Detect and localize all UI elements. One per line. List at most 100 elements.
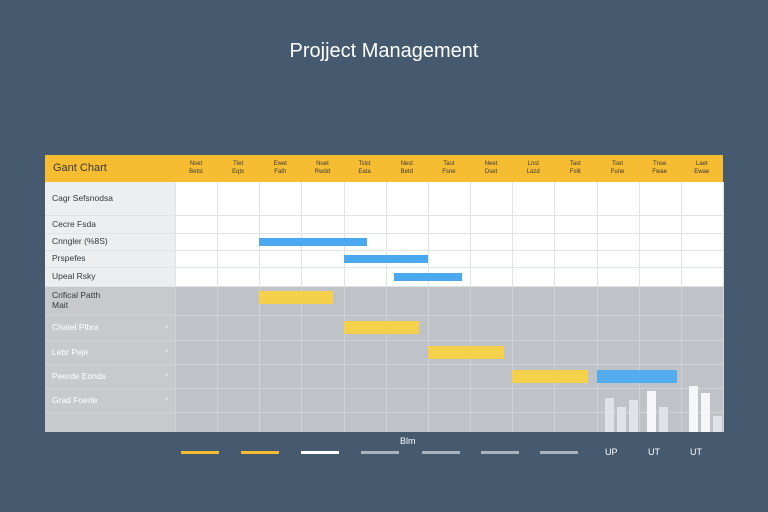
column-header-line: Dset <box>484 169 498 175</box>
row-label[interactable]: Peerde Eonds <box>52 370 106 381</box>
column-header-line: Eata <box>358 169 371 175</box>
column-header-label: Laet Ewae <box>681 160 723 176</box>
grid-line-vertical <box>427 182 429 286</box>
grid-line-vertical <box>554 286 556 432</box>
task-bar[interactable] <box>343 321 420 334</box>
grid-line-vertical <box>680 286 682 432</box>
grid-line-vertical <box>427 286 429 432</box>
grid-line-vertical <box>554 182 556 286</box>
task-bar[interactable] <box>596 369 677 383</box>
grid-line-vertical <box>596 182 598 286</box>
mini-bar <box>688 386 698 432</box>
column-header-label: Tast Fsne <box>428 160 470 176</box>
grid-line-vertical <box>259 286 261 432</box>
grid-line-vertical <box>385 182 387 286</box>
grid-line-vertical <box>343 182 345 286</box>
row-label[interactable]: Chatel Plbra <box>52 322 99 332</box>
column-header-line: Neet <box>484 161 498 167</box>
row-label[interactable]: Lebr Peje <box>52 346 89 357</box>
column-header-line: Fslit <box>569 169 581 175</box>
column-header-label: Nuet Rwdd <box>301 160 343 176</box>
chevron-right-icon[interactable]: › <box>165 370 168 379</box>
row-divider <box>45 250 723 251</box>
grid-line-vertical <box>175 286 176 432</box>
row-divider <box>45 315 723 316</box>
grid-line-vertical <box>638 286 640 432</box>
column-header-line: Eqtx <box>232 169 245 175</box>
grid-line-vertical <box>722 182 724 286</box>
legend-swatch <box>361 451 399 454</box>
task-bar[interactable] <box>512 369 589 383</box>
grid-line-vertical <box>385 286 387 432</box>
column-header-label: Tnse Fwae <box>639 160 681 176</box>
column-header-line: Tlet <box>233 161 244 167</box>
grid-line-vertical <box>217 182 219 286</box>
column-header-label: Tlet Eqtx <box>217 160 259 176</box>
row-divider <box>45 215 723 216</box>
footer-label: Blm <box>400 436 416 446</box>
legend-swatch <box>481 451 519 454</box>
column-header-line: Fath <box>274 169 287 175</box>
column-header-line: Ewet <box>273 161 287 167</box>
column-header-label: Tslst Eata <box>344 160 386 176</box>
task-bar[interactable] <box>343 254 428 263</box>
column-header-line: Tast <box>443 161 455 167</box>
legend-swatch <box>181 451 219 454</box>
column-header-label: Neet Dset <box>470 160 512 176</box>
column-header-label: Lnst Lazd <box>512 160 554 176</box>
column-header-line: Fsne <box>442 169 456 175</box>
column-header-label: Tset Fune <box>597 160 639 176</box>
chevron-right-icon[interactable]: › <box>165 394 168 403</box>
column-header-line: Tset <box>611 161 623 167</box>
task-bar[interactable] <box>427 345 504 359</box>
column-header-line: Nuet <box>316 161 329 167</box>
grid-line-vertical <box>596 286 598 432</box>
row-label[interactable]: Cnngler (%8S) <box>52 236 108 246</box>
task-bar[interactable] <box>259 237 367 246</box>
legend-label: UT <box>648 447 660 457</box>
grid-line-vertical <box>175 182 176 286</box>
row-label[interactable]: Cagr Sefsnodsa <box>52 193 113 203</box>
column-header-line: Lnst <box>527 161 539 167</box>
grid-line-vertical <box>301 286 303 432</box>
row-label[interactable]: Prspefes <box>52 253 86 263</box>
chevron-right-icon[interactable]: › <box>165 321 168 331</box>
column-header-label: Ewet Fath <box>259 160 301 176</box>
task-bar[interactable] <box>394 272 462 281</box>
column-header-line: Betst <box>189 169 203 175</box>
column-header-line: Tast <box>569 161 581 167</box>
mini-bar <box>658 406 668 432</box>
mini-bar <box>616 406 626 432</box>
row-label[interactable]: Cecre Fsda <box>52 218 96 229</box>
column-header-label: Nest Betd <box>386 160 428 176</box>
column-header-label: Tast Fslit <box>554 160 596 176</box>
chevron-right-icon[interactable]: › <box>165 346 168 355</box>
mini-bar <box>712 415 722 432</box>
grid-line-vertical <box>343 286 345 432</box>
page-title: Projject Management <box>289 40 479 62</box>
gantt-chart: Gant Chart Nset Betst Tlet Eqtx Ewet Fath Nuet… <box>45 155 724 432</box>
grid-line-vertical <box>680 182 682 286</box>
mini-bar <box>604 397 614 432</box>
column-header-line: Laet <box>695 161 708 167</box>
row-divider <box>45 388 723 389</box>
row-divider <box>45 267 723 268</box>
column-header-line: Nest <box>400 161 413 167</box>
legend-swatch <box>422 451 460 454</box>
column-header-line: Fwae <box>652 169 667 175</box>
column-header-line: Rwdd <box>314 169 331 175</box>
legend-swatch <box>301 451 339 454</box>
row-label[interactable]: Crifical Patth Mait <box>52 289 101 310</box>
task-bar[interactable] <box>259 291 334 304</box>
grid-line-vertical <box>722 286 724 432</box>
row-divider <box>45 412 723 413</box>
chart-title: Gant Chart <box>53 162 107 174</box>
row-label[interactable]: Grad Foerle <box>52 394 98 405</box>
grid-line-vertical <box>470 182 472 286</box>
column-header-line: Tnse <box>652 161 667 167</box>
column-header-line: Ewae <box>694 169 710 175</box>
grid-line-vertical <box>217 286 219 432</box>
grid-line-vertical <box>512 182 514 286</box>
row-label[interactable]: Upeal Rsky <box>52 271 96 281</box>
column-header-line: Tslst <box>358 161 371 167</box>
